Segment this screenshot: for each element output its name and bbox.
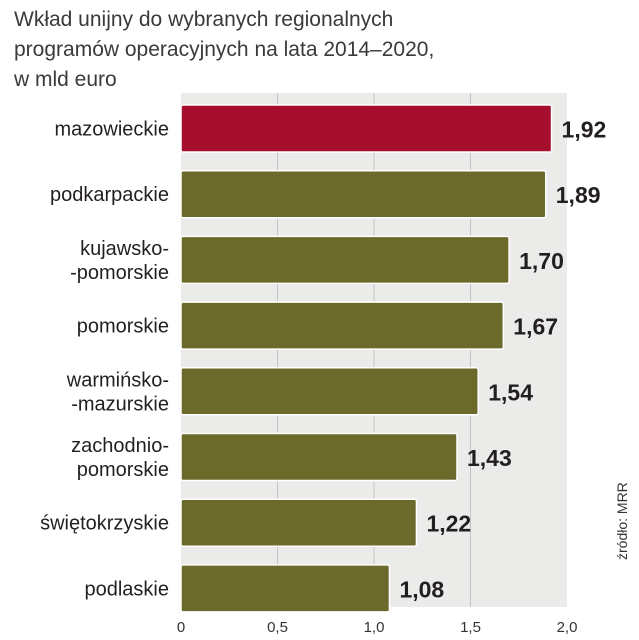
- value-labels: 1,92 1,89 1,70 1,67 1,54 1,43 1,22 1,08: [399, 117, 606, 603]
- bar: [180, 367, 479, 416]
- category-label: podkarpackie: [50, 184, 169, 206]
- x-tick-label: 0,5: [267, 619, 288, 636]
- bars: [180, 104, 553, 613]
- category-label: pomorskie: [77, 316, 169, 338]
- category-label: warmińsko-: [66, 369, 169, 391]
- source-note: źródło: MRR: [614, 482, 630, 560]
- category-labels: mazowieckie podkarpackie kujawsko--pomorsk…: [40, 119, 169, 601]
- bar: [180, 498, 418, 547]
- chart-title: Wkład unijny do wybranych regionalnych p…: [14, 5, 534, 95]
- value-label: 1,70: [519, 248, 564, 274]
- value-label: 1,22: [426, 511, 471, 537]
- x-tick-label: 0: [177, 619, 185, 636]
- x-tick-label: 1,0: [364, 619, 385, 636]
- bar: [180, 564, 391, 613]
- bar: [180, 169, 547, 219]
- category-label: pomorskie: [77, 459, 169, 481]
- category-label: zachodnio-: [71, 435, 169, 457]
- category-label: -pomorskie: [70, 262, 169, 284]
- chart-title-line: Wkład unijny do wybranych regionalnych: [14, 8, 394, 31]
- value-label: 1,89: [556, 182, 601, 208]
- value-label: 1,92: [562, 117, 607, 143]
- category-label: podlaskie: [84, 578, 169, 600]
- value-label: 1,43: [467, 445, 512, 471]
- value-label: 1,67: [513, 314, 558, 340]
- bar: [180, 104, 553, 153]
- x-axis-ticks: 0 0,5 1,0 1,5 2,0: [177, 619, 578, 636]
- chart-title-line: w mld euro: [14, 68, 117, 91]
- chart-title-line: programów operacyjnych na lata 2014–2020…: [14, 38, 435, 61]
- bar: [180, 301, 505, 350]
- category-label: mazowieckie: [55, 119, 169, 141]
- value-label: 1,08: [399, 576, 444, 602]
- category-label: kujawsko-: [80, 238, 169, 260]
- category-label: -mazurskie: [71, 393, 169, 415]
- x-tick-label: 2,0: [557, 619, 578, 636]
- x-tick-label: 1,5: [460, 619, 481, 636]
- bar: [180, 235, 510, 285]
- value-label: 1,54: [488, 379, 533, 405]
- bar: [180, 432, 458, 482]
- category-label: świętokrzyskie: [40, 513, 169, 535]
